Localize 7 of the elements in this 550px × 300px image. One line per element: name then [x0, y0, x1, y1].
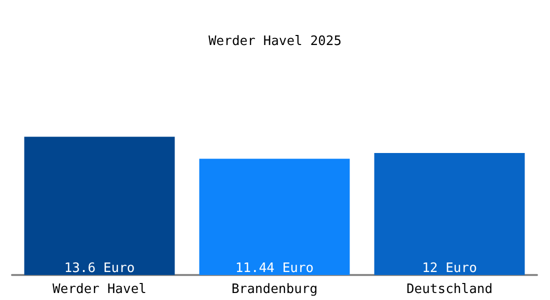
data-label: 11.44 Euro [235, 261, 314, 276]
data-label: 13.6 Euro [64, 261, 135, 276]
x-tick-label: Brandenburg [231, 282, 318, 297]
chart-title: Werder Havel 2025 [208, 34, 342, 49]
x-tick-label: Werder Havel [52, 282, 146, 297]
data-label: 12 Euro [422, 261, 477, 276]
x-tick-label: Deutschland [406, 282, 493, 297]
